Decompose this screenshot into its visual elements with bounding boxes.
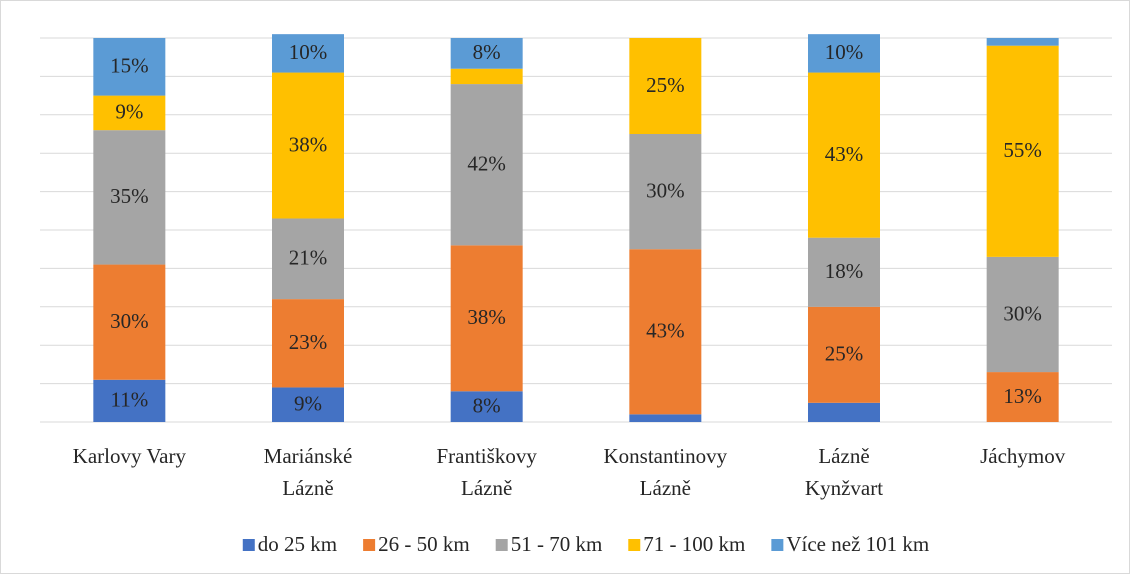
- bar-segment: [450, 84, 523, 246]
- data-label: 11%: [110, 388, 148, 412]
- bar-segment: [272, 299, 344, 388]
- x-tick-label: Karlovy Vary: [73, 444, 187, 468]
- data-label: 30%: [110, 309, 149, 333]
- bar-segment: [808, 72, 880, 238]
- legend: do 25 km 26 - 50 km 51 - 70 km 71 - 100 km V…: [242, 532, 929, 556]
- bar-segment: [272, 72, 344, 219]
- data-label: 13%: [1003, 384, 1042, 408]
- x-tick-label: Lázně Kynžvart: [805, 444, 883, 500]
- data-label: 35%: [110, 184, 149, 208]
- data-label: 25%: [646, 73, 685, 97]
- legend-label: Více než 101 km: [786, 532, 929, 556]
- legend-label: 26 - 50 km: [378, 532, 470, 556]
- bar-segment: [986, 372, 1059, 422]
- data-label: 25%: [825, 342, 864, 366]
- bar-segment: [808, 402, 880, 422]
- data-label: 30%: [646, 178, 685, 202]
- data-label: 23%: [289, 330, 328, 354]
- bar-segment: [93, 95, 166, 131]
- x-tick-label: Františkovy Lázně: [436, 444, 537, 500]
- bar-segment: [450, 245, 523, 392]
- bar-segment: [986, 256, 1059, 373]
- x-tick-label: Jáchymov: [980, 444, 1066, 468]
- data-label: 8%: [473, 393, 501, 417]
- bar-segment: [629, 249, 702, 415]
- x-tick-label: Mariánské Lázně: [264, 444, 353, 500]
- data-label: 21%: [289, 246, 328, 270]
- legend-label: 71 - 100 km: [643, 532, 745, 556]
- data-label: 43%: [825, 142, 864, 166]
- data-label: 38%: [467, 305, 506, 329]
- bar-segment: [93, 264, 166, 380]
- bar-segment: [808, 306, 880, 403]
- bar-segment: [93, 379, 166, 422]
- bar-segment: [93, 38, 166, 96]
- legend-swatch: [495, 539, 508, 551]
- data-label: 18%: [825, 259, 864, 283]
- bar-segment: [629, 414, 702, 422]
- legend-label: do 25 km: [258, 532, 337, 556]
- data-label: 15%: [110, 54, 149, 78]
- bar-segment: [629, 38, 702, 134]
- data-label: 9%: [294, 392, 322, 416]
- bar-segment: [808, 237, 880, 307]
- bar-segment: [986, 38, 1059, 46]
- bar-segment: [986, 45, 1059, 257]
- data-label: 10%: [289, 40, 328, 64]
- legend-swatch: [363, 539, 376, 551]
- data-label: 8%: [473, 40, 501, 64]
- legend-label: 51 - 70 km: [511, 532, 603, 556]
- data-label: 43%: [646, 319, 685, 343]
- bar-segment: [450, 391, 523, 422]
- bar-segment: [272, 218, 344, 300]
- data-label: 42%: [467, 152, 506, 176]
- data-label: 10%: [825, 40, 864, 64]
- bar-segment: [272, 387, 344, 422]
- bar-segment: [272, 34, 344, 73]
- legend-swatch: [771, 539, 784, 551]
- data-label: 9%: [115, 100, 143, 124]
- bar-segment: [808, 34, 880, 73]
- x-tick-label: Konstantinovy Lázně: [603, 444, 727, 500]
- data-label: 55%: [1003, 138, 1042, 162]
- bar-segment: [450, 68, 523, 85]
- bar-segment: [93, 130, 166, 265]
- data-label: 30%: [1003, 301, 1042, 325]
- legend-swatch: [242, 539, 255, 551]
- legend-swatch: [628, 539, 641, 551]
- data-label: 38%: [289, 132, 328, 156]
- bar-segment: [450, 38, 523, 69]
- bar-segment: [629, 134, 702, 250]
